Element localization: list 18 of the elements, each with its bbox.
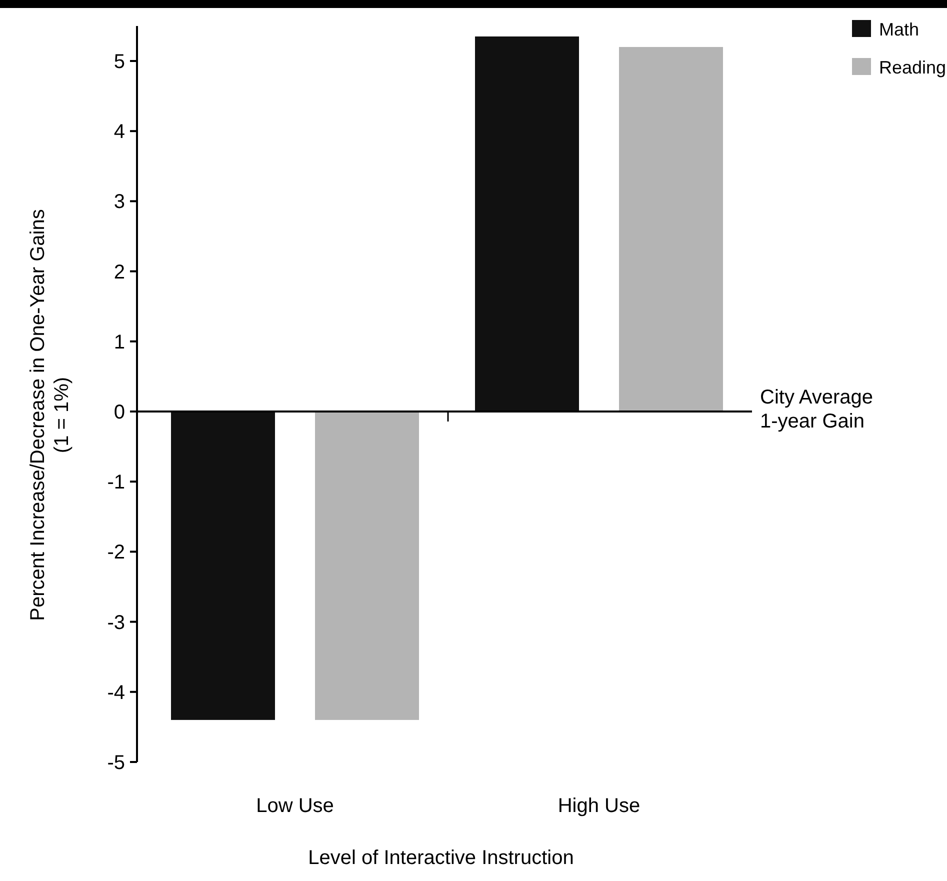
y-tick-label: 3: [114, 191, 125, 214]
x-tick-label: High Use: [558, 795, 640, 817]
legend-label: Reading: [879, 57, 946, 78]
legend-label: Math: [879, 19, 920, 40]
y-tick-label: 2: [114, 261, 125, 284]
x-tick-label: Low Use: [256, 795, 334, 817]
y-tick-label: -1: [107, 472, 125, 494]
y-tick-label: 1: [114, 331, 125, 354]
y-tick-label: -3: [107, 612, 125, 634]
y-axis-title: Percent Increase/Decrease in One-Year Gains (1 = 1%): [27, 209, 73, 621]
y-tick-label: 5: [114, 51, 125, 73]
y-tick-label: -5: [107, 752, 125, 774]
y-tick-label: 0: [114, 402, 125, 424]
y-tick-label: 4: [114, 121, 125, 144]
y-tick-label: -2: [107, 542, 125, 564]
ref-line-label: City Average 1-year Gain: [760, 386, 874, 432]
x-axis-title: Level of Interactive Instruction: [308, 847, 574, 869]
y-tick-label: -4: [107, 682, 125, 704]
